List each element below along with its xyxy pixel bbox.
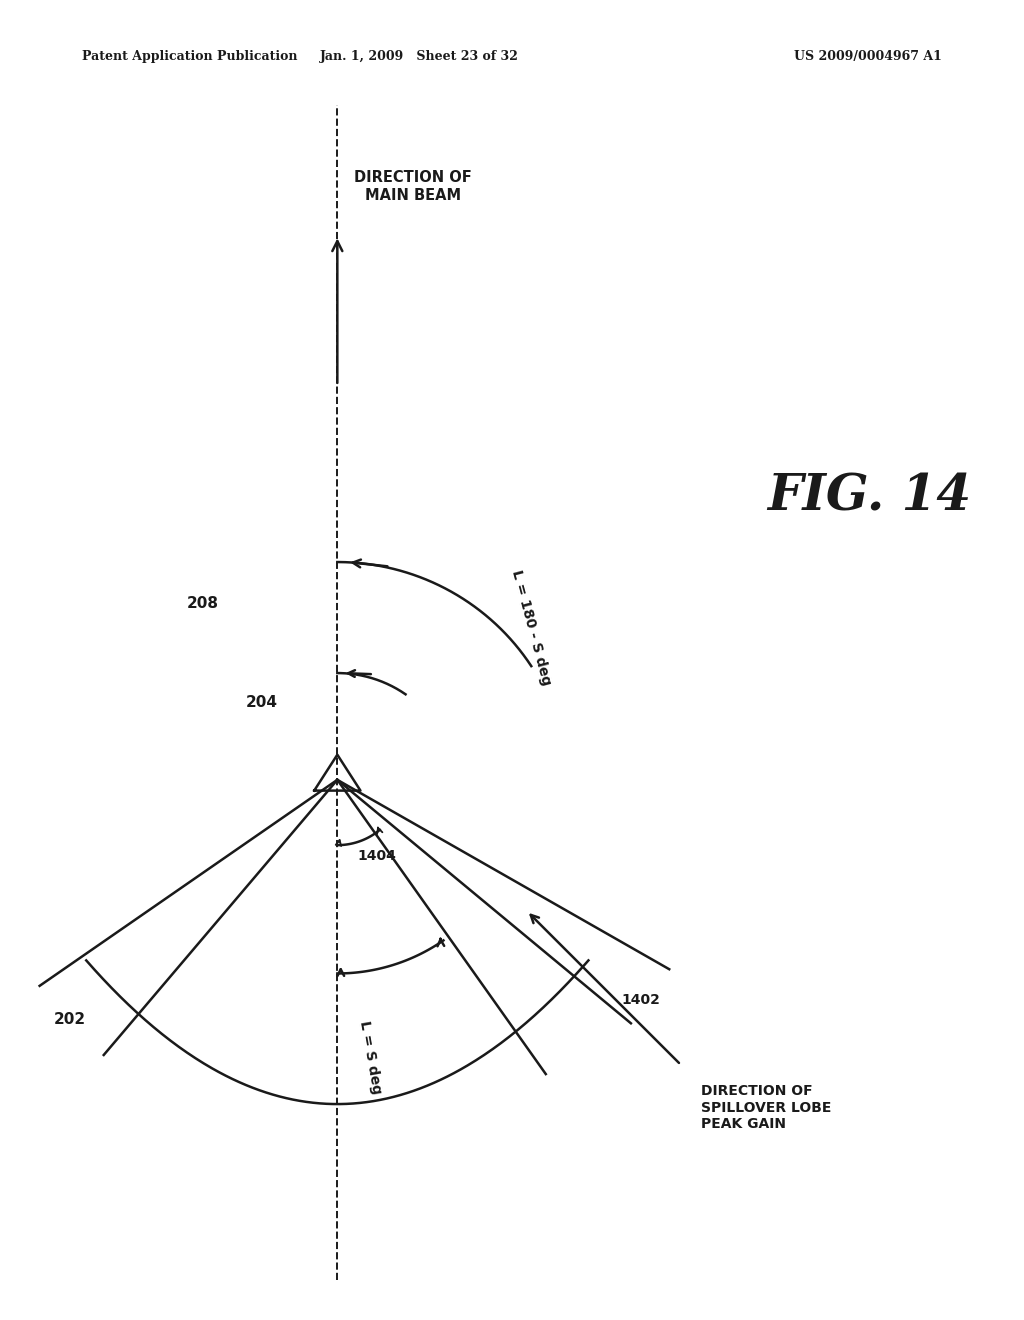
Text: 208: 208 (186, 595, 218, 611)
Text: Patent Application Publication: Patent Application Publication (82, 50, 297, 63)
Text: 1402: 1402 (622, 993, 660, 1007)
Text: L = S deg: L = S deg (357, 1019, 384, 1094)
Text: Jan. 1, 2009   Sheet 23 of 32: Jan. 1, 2009 Sheet 23 of 32 (321, 50, 519, 63)
Text: DIRECTION OF
SPILLOVER LOBE
PEAK GAIN: DIRECTION OF SPILLOVER LOBE PEAK GAIN (700, 1085, 831, 1131)
Text: FIG. 14: FIG. 14 (767, 473, 971, 521)
Text: 202: 202 (54, 1011, 86, 1027)
Text: L = 180 - S deg: L = 180 - S deg (509, 568, 553, 686)
Text: 1404: 1404 (357, 849, 396, 863)
Text: 204: 204 (246, 694, 278, 710)
Text: DIRECTION OF
MAIN BEAM: DIRECTION OF MAIN BEAM (354, 170, 472, 202)
Text: US 2009/0004967 A1: US 2009/0004967 A1 (795, 50, 942, 63)
